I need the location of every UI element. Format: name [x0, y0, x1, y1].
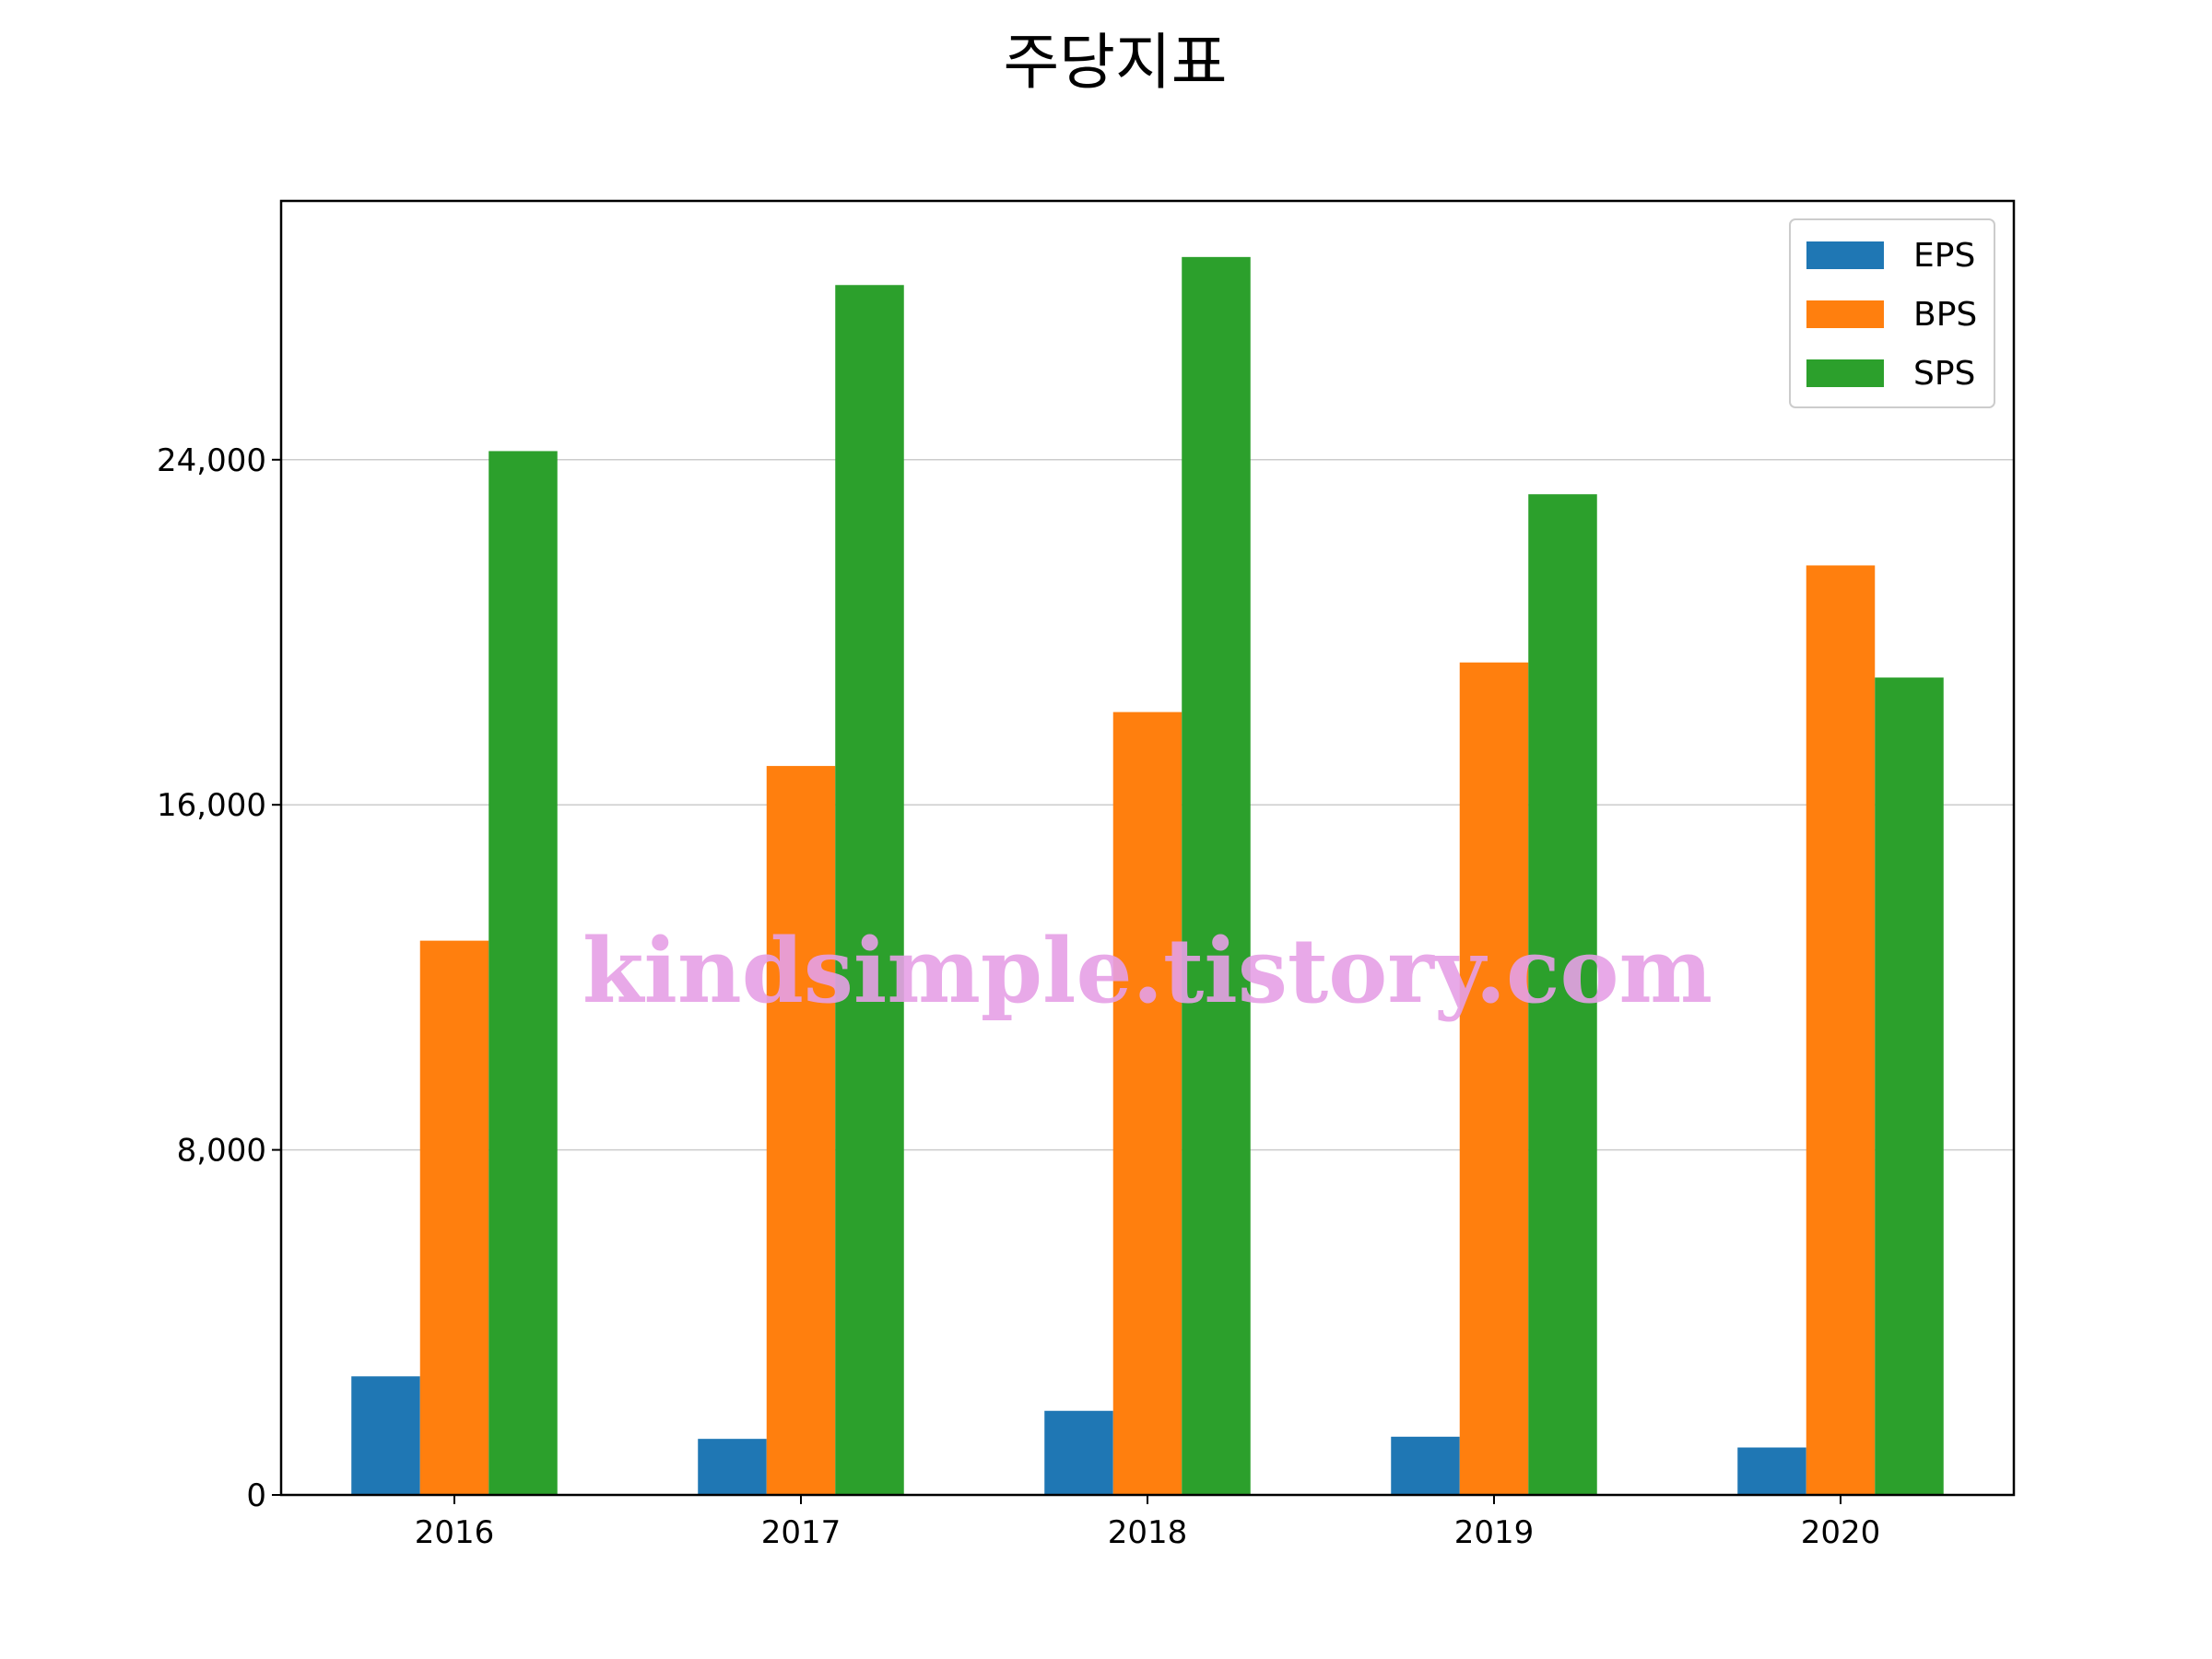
- x-axis: 2016 2017 2018 2019 2020: [415, 1495, 1881, 1551]
- bar-sps-2016: [488, 451, 558, 1496]
- legend-label-sps: SPS: [1913, 355, 1975, 393]
- bar-eps-2019: [1391, 1436, 1460, 1495]
- bar-bps-2017: [766, 766, 836, 1495]
- bar-bps-2019: [1459, 662, 1529, 1495]
- x-tick-label: 2018: [1108, 1514, 1188, 1551]
- y-axis: 0 8,000 16,000 24,000: [157, 442, 281, 1514]
- bar-bps-2020: [1806, 565, 1876, 1495]
- x-tick-label: 2017: [761, 1514, 841, 1551]
- bar-bps-2016: [419, 940, 489, 1495]
- legend-swatch-bps: [1806, 300, 1884, 328]
- bar-bps-2018: [1112, 712, 1182, 1495]
- legend-label-eps: EPS: [1913, 237, 1975, 275]
- watermark: kindsimple.tistory.com: [582, 919, 1712, 1023]
- x-tick-label: 2020: [1801, 1514, 1881, 1551]
- bars: [351, 256, 1944, 1496]
- y-tick-label: 0: [246, 1477, 266, 1514]
- legend: EPS BPS SPS: [1789, 218, 1995, 408]
- bar-sps-2020: [1875, 677, 1944, 1495]
- bar-eps-2016: [351, 1376, 420, 1495]
- legend-label-bps: BPS: [1913, 296, 1977, 334]
- x-tick-label: 2016: [415, 1514, 495, 1551]
- bar-eps-2020: [1737, 1447, 1806, 1495]
- x-tick-label: 2019: [1454, 1514, 1535, 1551]
- legend-swatch-sps: [1806, 359, 1884, 387]
- bar-eps-2018: [1044, 1410, 1113, 1495]
- y-tick-label: 16,000: [157, 787, 266, 824]
- y-tick-label: 24,000: [157, 442, 266, 479]
- bar-sps-2018: [1182, 256, 1251, 1496]
- bar-sps-2019: [1528, 494, 1597, 1495]
- chart-title: 주당지표: [1004, 27, 1228, 98]
- y-tick-label: 8,000: [177, 1133, 266, 1170]
- bar-sps-2017: [835, 285, 904, 1495]
- bar-eps-2017: [698, 1439, 767, 1495]
- legend-swatch-eps: [1806, 241, 1884, 269]
